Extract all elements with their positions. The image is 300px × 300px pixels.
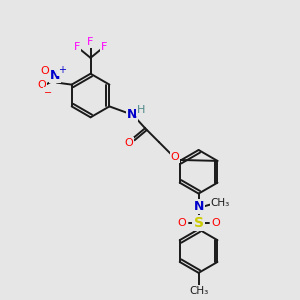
Text: N: N (127, 108, 137, 121)
Text: O: O (38, 80, 46, 90)
Text: O: O (124, 138, 133, 148)
Text: O: O (177, 218, 186, 228)
Text: O: O (211, 218, 220, 228)
Text: F: F (87, 37, 94, 47)
Text: CH₃: CH₃ (211, 199, 230, 208)
Text: O: O (40, 66, 49, 76)
Text: O: O (170, 152, 179, 162)
Text: N: N (50, 69, 60, 82)
Text: F: F (74, 42, 80, 52)
Text: +: + (58, 65, 66, 75)
Text: CH₃: CH₃ (189, 286, 208, 296)
Text: S: S (194, 216, 204, 230)
Text: N: N (194, 200, 204, 213)
Text: −: − (44, 88, 52, 98)
Text: H: H (137, 105, 145, 116)
Text: F: F (101, 42, 108, 52)
